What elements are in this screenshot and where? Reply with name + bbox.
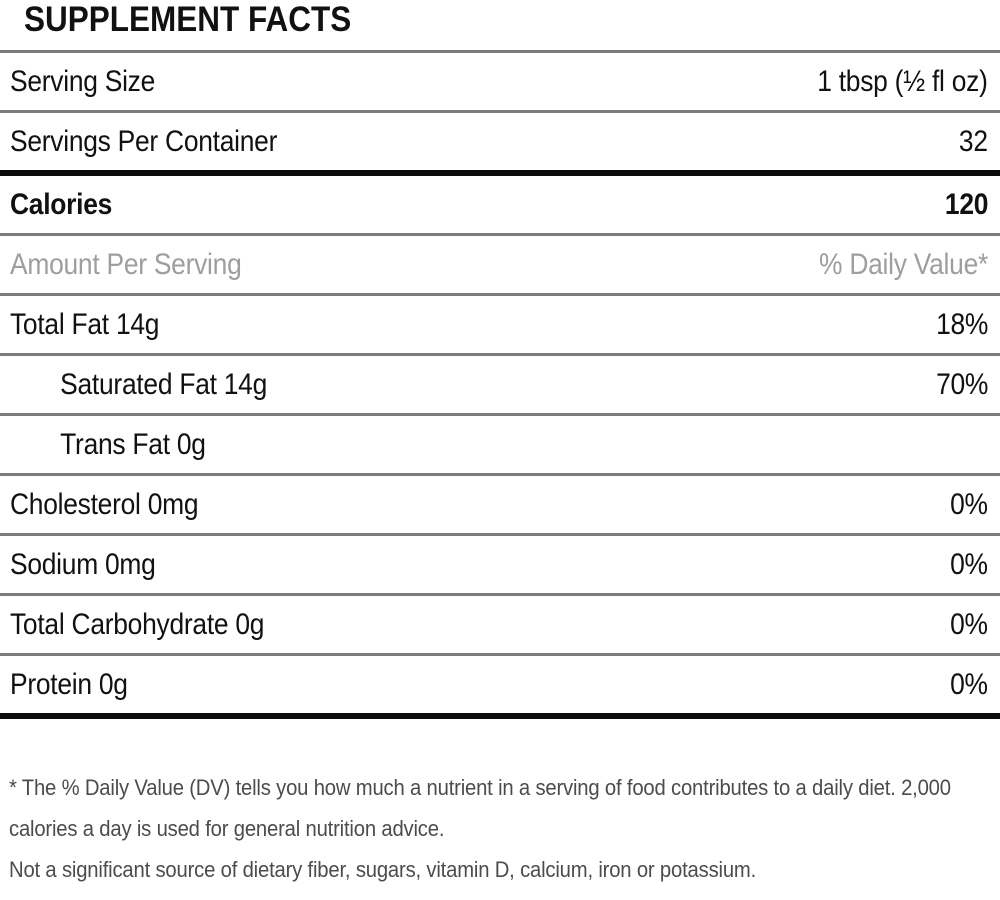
panel-header: SUPPLEMENT FACTS	[0, 0, 1000, 50]
nutrient-daily-value: 0%	[950, 487, 988, 521]
nutrient-daily-value: 0%	[950, 607, 988, 641]
divider	[0, 533, 1000, 536]
divider	[0, 353, 1000, 356]
nutrient-daily-value: 18%	[935, 307, 988, 341]
daily-value-footnote: * The % Daily Value (DV) tells you how m…	[9, 775, 951, 841]
column-header-row: Amount Per Serving % Daily Value*	[0, 236, 1000, 293]
divider	[0, 473, 1000, 476]
nutrient-label: Sodium 0mg	[10, 547, 156, 581]
nutrient-label: Trans Fat 0g	[60, 427, 206, 461]
nutrient-daily-value: 70%	[935, 367, 988, 401]
nutrient-row-saturated-fat: Saturated Fat 14g 70%	[0, 356, 1000, 413]
calories-value: 120	[944, 187, 989, 221]
nutrient-label: Saturated Fat 14g	[60, 367, 268, 401]
servings-per-container-label: Servings Per Container	[10, 124, 278, 158]
footnotes: * The % Daily Value (DV) tells you how m…	[0, 719, 952, 890]
divider	[0, 233, 1000, 236]
nutrient-row-total-fat: Total Fat 14g 18%	[0, 296, 1000, 353]
nutrient-label: Total Fat 14g	[10, 307, 160, 341]
nutrient-row-total-carbohydrate: Total Carbohydrate 0g 0%	[0, 596, 1000, 653]
divider	[0, 293, 1000, 296]
divider	[0, 413, 1000, 416]
nutrient-daily-value: 0%	[950, 667, 988, 701]
nutrient-label: Protein 0g	[10, 667, 128, 701]
nutrient-row-protein: Protein 0g 0%	[0, 656, 1000, 713]
nutrient-row-trans-fat: Trans Fat 0g	[0, 416, 1000, 473]
nutrient-label: Cholesterol 0mg	[10, 487, 199, 521]
serving-size-row: Serving Size 1 tbsp (½ fl oz)	[0, 53, 1000, 110]
thick-divider	[0, 170, 1000, 176]
calories-row: Calories 120	[0, 176, 1000, 233]
amount-per-serving-header: Amount Per Serving	[10, 247, 242, 281]
calories-label: Calories	[10, 187, 113, 221]
daily-value-header: % Daily Value*	[819, 247, 988, 281]
thick-divider	[0, 713, 1000, 719]
divider	[0, 593, 1000, 596]
nutrient-row-cholesterol: Cholesterol 0mg 0%	[0, 476, 1000, 533]
serving-size-value: 1 tbsp (½ fl oz)	[817, 64, 989, 98]
nutrient-daily-value: 0%	[950, 547, 988, 581]
not-significant-source-footnote: Not a significant source of dietary fibe…	[9, 857, 757, 882]
nutrient-row-sodium: Sodium 0mg 0%	[0, 536, 1000, 593]
panel-title: SUPPLEMENT FACTS	[24, 0, 352, 39]
servings-per-container-row: Servings Per Container 32	[0, 113, 1000, 170]
divider	[0, 110, 1000, 113]
servings-per-container-value: 32	[959, 124, 988, 158]
divider	[0, 653, 1000, 656]
nutrient-label: Total Carbohydrate 0g	[10, 607, 265, 641]
divider	[0, 50, 1000, 53]
serving-size-label: Serving Size	[10, 64, 156, 98]
